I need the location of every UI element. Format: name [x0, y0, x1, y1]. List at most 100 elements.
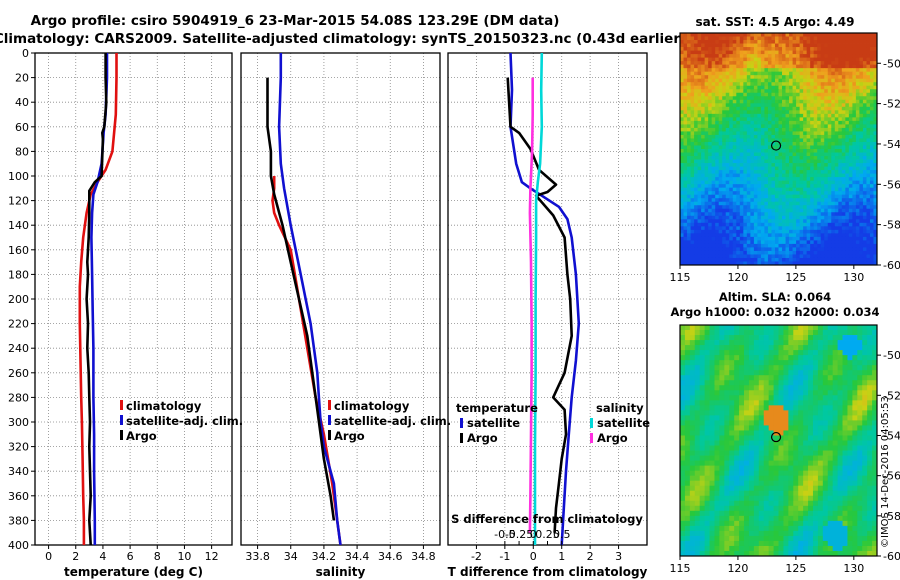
legend-label: Argo [467, 431, 498, 445]
s-axis-title: S difference from climatology [451, 512, 643, 526]
y-tick-label: 0 [22, 47, 29, 60]
imos-watermark: ©IMOS 14-Dec-2016 04:05:53 [880, 396, 891, 548]
argo-line [85, 53, 108, 545]
legend-label: satellite-adj. clim. [126, 414, 243, 428]
y-tick-label: 140 [8, 219, 29, 232]
x-axis-label: T difference from climatology [448, 565, 648, 579]
sst-map-panel: sat. SST: 4.5 Argo: 4.49 115 120 125 130 -50… [670, 15, 900, 284]
sst-map-title: sat. SST: 4.5 Argo: 4.49 [695, 15, 854, 29]
salinity-panel: 33.8 34 34.2 34.4 34.6 34.8 salinity climatolog… [240, 52, 451, 579]
satellite-adj-clim--line [277, 53, 342, 545]
legend-label: satellite-adj. clim. [334, 414, 451, 428]
legend-label: Argo [597, 431, 628, 445]
x-tick-label: 0 [45, 550, 52, 563]
legend-label: climatology [126, 399, 202, 413]
s-satellite-line [533, 53, 544, 545]
argo-location-marker [770, 140, 782, 151]
y-tick-label: 260 [8, 367, 29, 380]
y-tick-label: 240 [8, 342, 29, 355]
map-y-tick-label: -50 [883, 57, 900, 70]
map-y-tick-label: -52 [883, 98, 900, 111]
x-tick-label: 4 [99, 550, 106, 563]
sla-map-panel: Altim. SLA: 0.064 Argo h1000: 0.032 h200… [670, 290, 900, 575]
plot-frame [34, 52, 233, 546]
map-x-tick-label: 120 [727, 562, 748, 575]
x-tick-label: -2 [471, 550, 482, 563]
x-tick-label: -1 [499, 550, 510, 563]
x-axis-label: salinity [316, 565, 366, 579]
x-tick-label: 34.6 [378, 550, 403, 563]
map-y-tick-label: -60 [883, 259, 900, 272]
map-y-tick-label: -58 [883, 510, 900, 523]
legend-salinity-heading: salinity [596, 401, 644, 415]
legend-label: satellite [467, 416, 520, 430]
legend-swatch [590, 418, 593, 428]
y-tick-label: 220 [8, 318, 29, 331]
y-tick-label: 320 [8, 441, 29, 454]
map-x-tick-label: 120 [727, 271, 748, 284]
y-tick-label: 160 [8, 244, 29, 257]
y-tick-label: 340 [8, 465, 29, 478]
sla-map-title-line2: Argo h1000: 0.032 h2000: 0.034 [670, 305, 879, 319]
map-y-tick-label: -60 [883, 550, 900, 563]
y-tick-label: 20 [15, 72, 29, 85]
argo-line [266, 77, 336, 521]
x-tick-label: 2 [72, 550, 79, 563]
y-tick-label: 40 [15, 96, 29, 109]
map-y-tick-label: -54 [883, 138, 900, 151]
map-y-tick-label: -56 [883, 178, 900, 191]
x-tick-label: 3 [615, 550, 622, 563]
s-argo-line [528, 77, 535, 533]
legend-label: satellite [597, 416, 650, 430]
legend-swatch [328, 430, 331, 440]
x-axis-label: temperature (deg C) [64, 565, 203, 579]
t-argo-line [506, 77, 574, 533]
figure-title-line1: Argo profile: csiro 5904919_6 23-Mar-201… [31, 13, 560, 29]
x-tick-label: 12 [205, 550, 219, 563]
s-tick-label: -0.5 [494, 528, 515, 541]
map-y-tick-label: -56 [883, 470, 900, 483]
legend-swatch [328, 415, 331, 425]
legend-temperature-heading: temperature [456, 401, 538, 415]
map-y-tick-label: -54 [883, 429, 900, 442]
sst-field [680, 33, 878, 266]
legend-swatch [120, 415, 123, 425]
y-tick-label: 120 [8, 195, 29, 208]
x-tick-label: 8 [154, 550, 161, 563]
climatology-line [78, 53, 118, 545]
x-tick-label: 34.2 [312, 550, 337, 563]
difference-panel: -2 -1 0 1 2 3 T difference from climatology tem… [447, 52, 650, 579]
y-tick-label: 100 [8, 170, 29, 183]
s-tick-label: 0 [530, 528, 537, 541]
x-tick-label: 1 [558, 550, 565, 563]
legend-swatch [120, 430, 123, 440]
map-y-tick-label: -58 [883, 219, 900, 232]
sla-field [680, 325, 878, 557]
map-frame [679, 32, 878, 266]
y-tick-label: 360 [8, 490, 29, 503]
x-tick-label: 34 [284, 550, 298, 563]
s-tick-label: 0.25 [535, 528, 560, 541]
x-tick-label: 33.8 [245, 550, 270, 563]
map-y-tick-label: -52 [883, 389, 900, 402]
y-tick-label: 80 [15, 145, 29, 158]
map-x-tick-label: 125 [785, 271, 806, 284]
map-frame [679, 324, 878, 557]
y-tick-label: 200 [8, 293, 29, 306]
map-y-tick-label: -50 [883, 349, 900, 362]
y-tick-label: 380 [8, 514, 29, 527]
x-tick-label: 34.4 [345, 550, 370, 563]
legend-label: Argo [334, 429, 365, 443]
legend-swatch [460, 433, 463, 443]
y-tick-label: 60 [15, 121, 29, 134]
legend-swatch [590, 433, 593, 443]
y-tick-label: 180 [8, 268, 29, 281]
x-tick-label: 34.8 [411, 550, 436, 563]
y-tick-label: 300 [8, 416, 29, 429]
argo-location-marker [770, 431, 782, 443]
map-x-tick-label: 125 [785, 562, 806, 575]
map-x-tick-label: 130 [843, 271, 864, 284]
legend-swatch [328, 400, 331, 410]
sla-map-title-line1: Altim. SLA: 0.064 [719, 290, 831, 304]
